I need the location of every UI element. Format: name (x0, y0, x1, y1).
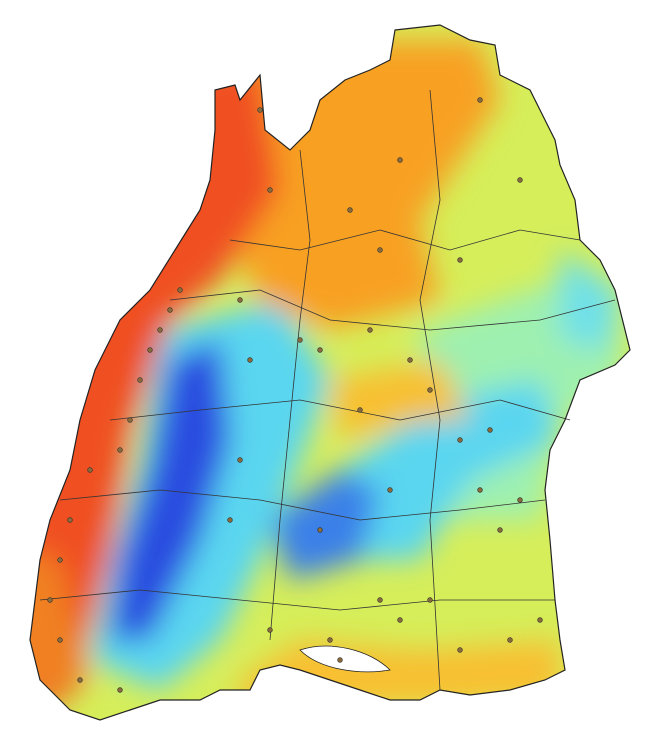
lake (299, 645, 391, 673)
station-dot (457, 437, 463, 443)
station-dot (517, 497, 523, 503)
stations (47, 97, 543, 693)
station-dot (427, 597, 433, 603)
station-dot (57, 557, 63, 563)
station-dot (457, 257, 463, 263)
station-dot (87, 467, 93, 473)
station-dot (357, 407, 363, 413)
station-dot (47, 597, 53, 603)
station-dot (237, 457, 243, 463)
station-dot (257, 107, 263, 113)
station-dot (387, 487, 393, 493)
station-dot (137, 377, 143, 383)
district-borders (39, 89, 616, 691)
station-dot (317, 527, 323, 533)
station-dot (377, 247, 383, 253)
station-dot (267, 627, 273, 633)
station-dot (397, 617, 403, 623)
station-dot (477, 487, 483, 493)
station-dot (337, 657, 343, 663)
station-dot (157, 327, 163, 333)
station-dot (57, 637, 63, 643)
station-dot (117, 447, 123, 453)
station-dot (487, 427, 493, 433)
station-dot (327, 637, 333, 643)
station-dot (267, 187, 273, 193)
station-dot (117, 687, 123, 693)
station-dot (397, 157, 403, 163)
station-dot (477, 97, 483, 103)
station-dot (227, 517, 233, 523)
station-dot (77, 677, 83, 683)
station-dot (297, 337, 303, 343)
station-dot (497, 527, 503, 533)
station-dot (167, 307, 173, 313)
station-dot (377, 597, 383, 603)
station-dot (247, 357, 253, 363)
station-dot (517, 177, 523, 183)
station-dot (147, 347, 153, 353)
station-dot (367, 327, 373, 333)
state-outline (29, 24, 631, 721)
station-dot (427, 387, 433, 393)
station-dot (347, 207, 353, 213)
station-dot (317, 347, 323, 353)
station-dot (507, 637, 513, 643)
station-dot (237, 297, 243, 303)
station-dot (177, 287, 183, 293)
station-dot (127, 417, 133, 423)
station-dot (537, 617, 543, 623)
station-dot (67, 517, 73, 523)
station-dot (457, 647, 463, 653)
station-dot (407, 357, 413, 363)
